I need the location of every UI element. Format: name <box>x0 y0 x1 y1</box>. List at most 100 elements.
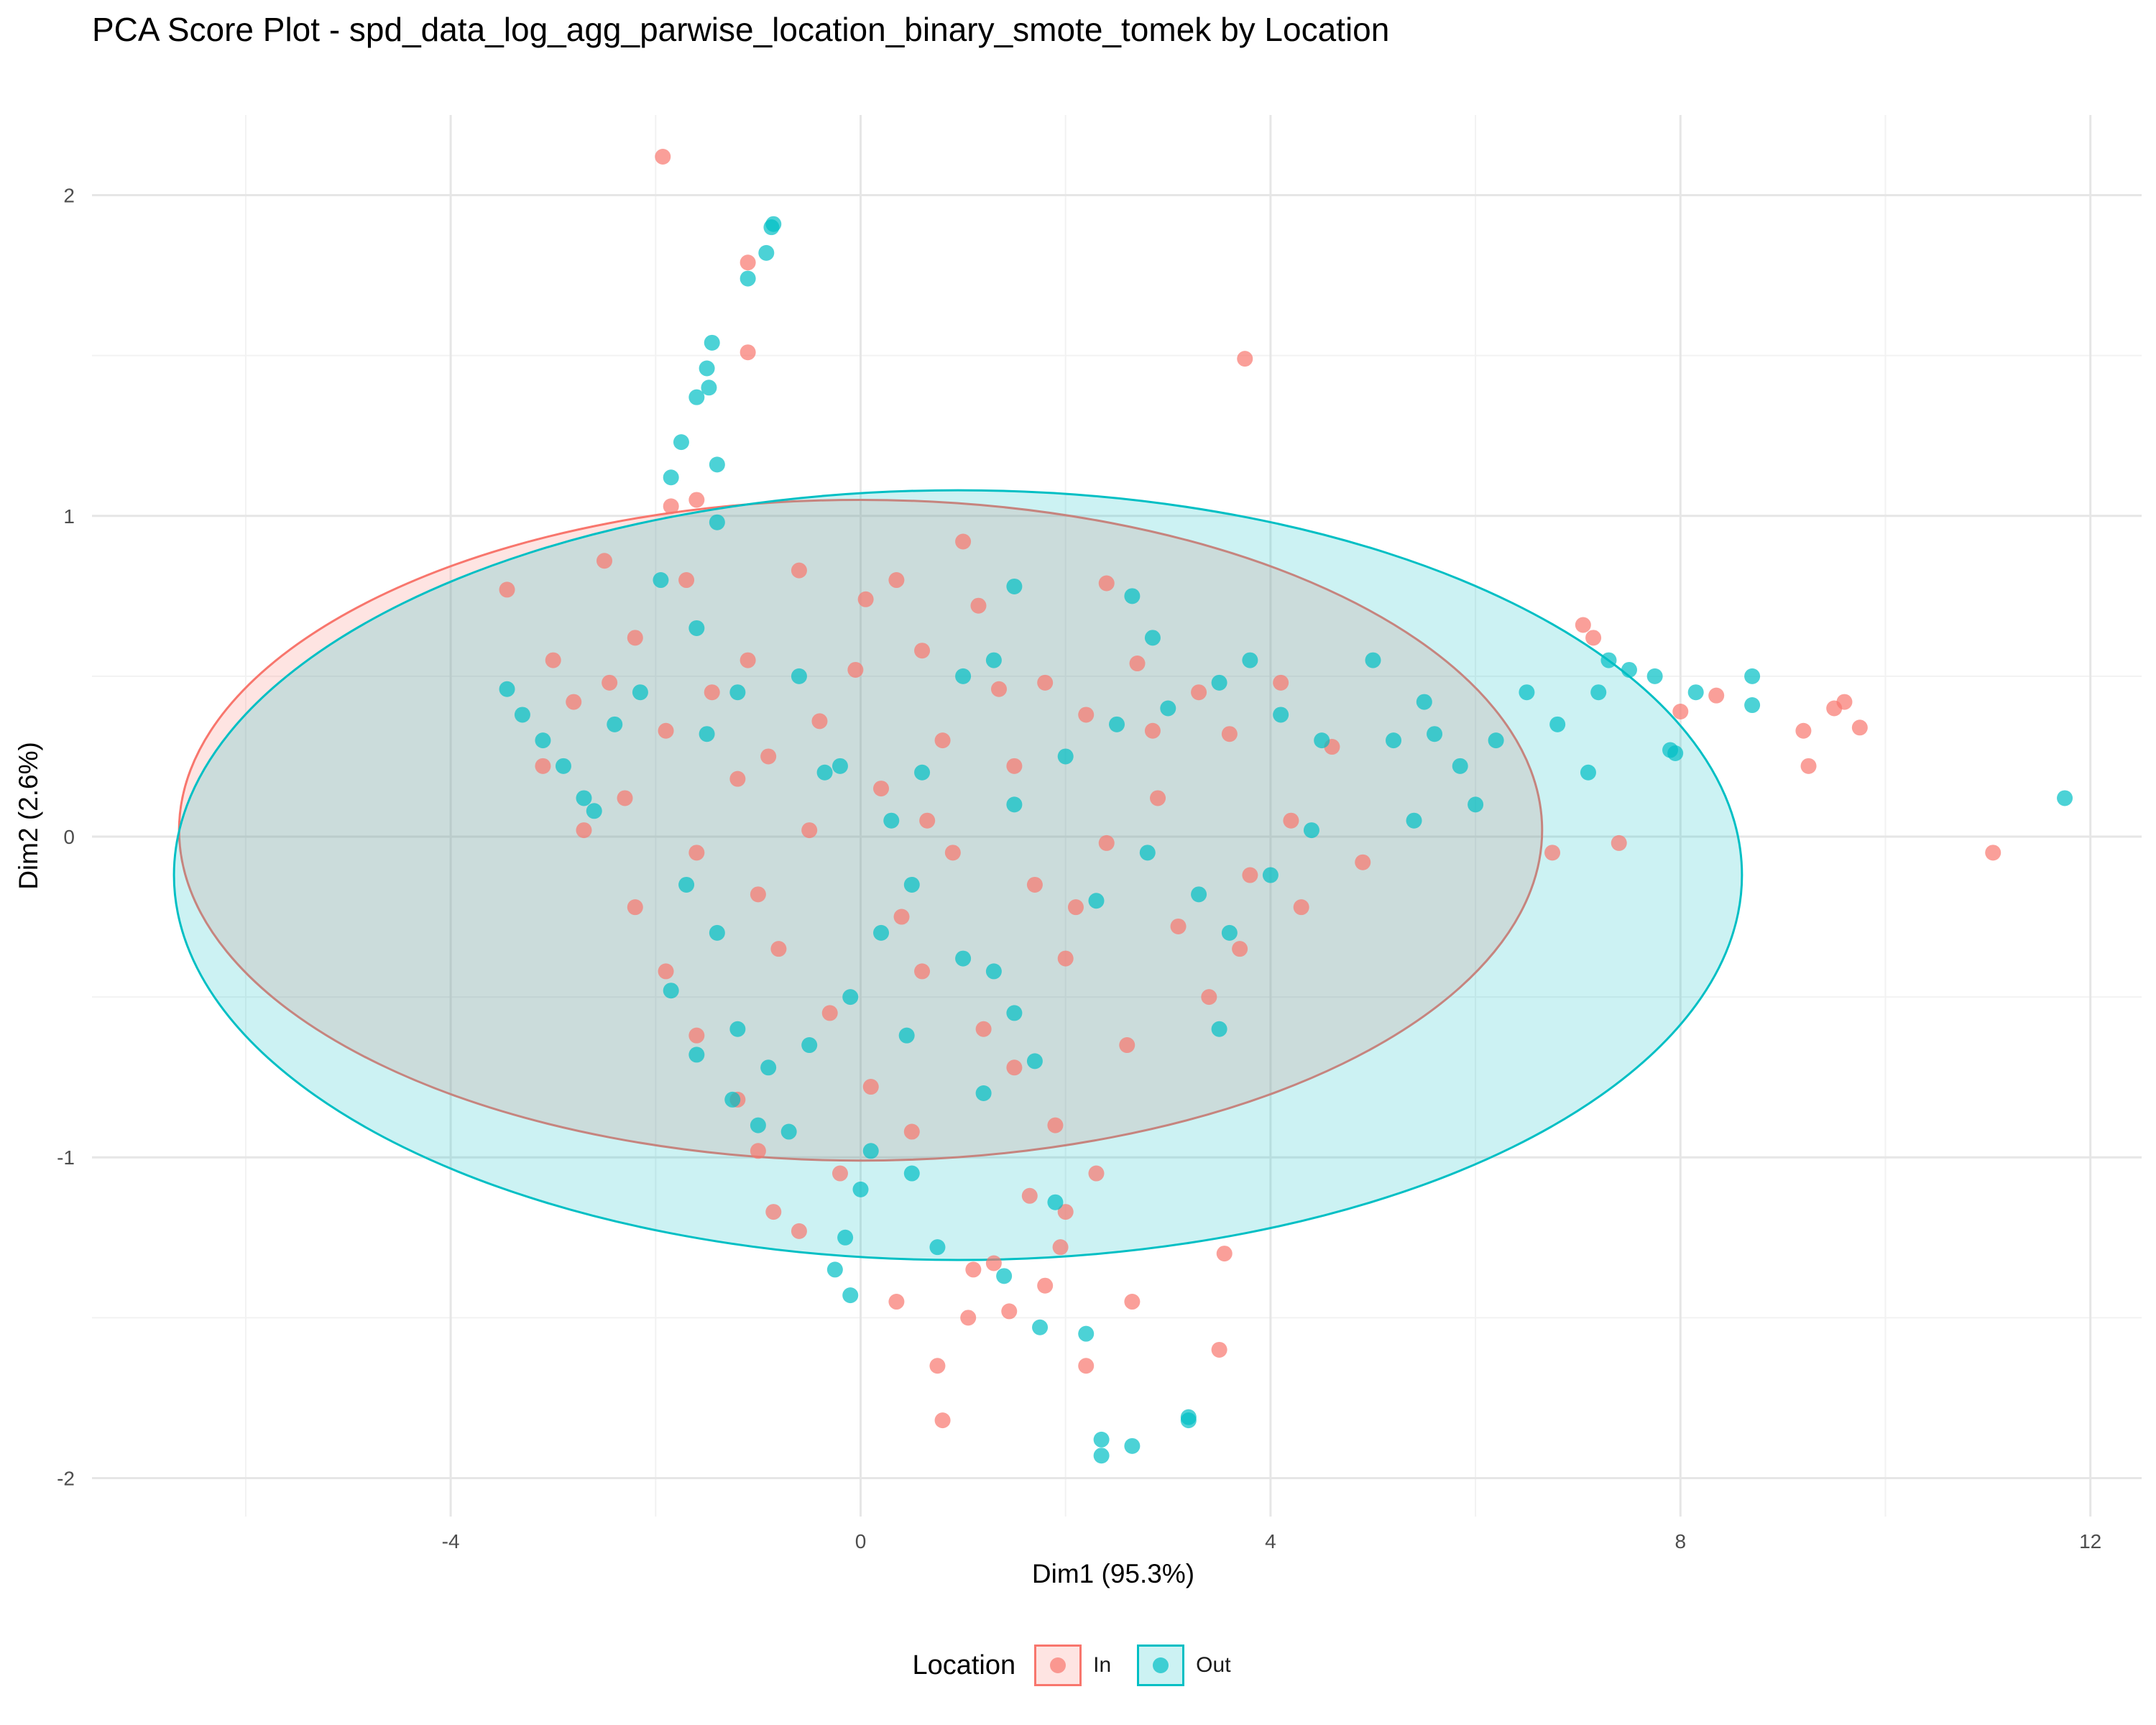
point-in <box>888 572 905 589</box>
point-in <box>1221 726 1238 742</box>
point-out <box>1093 1448 1110 1464</box>
point-out <box>914 764 931 781</box>
point-out <box>1314 732 1330 749</box>
point-out <box>1211 1021 1227 1037</box>
point-in <box>1129 656 1146 672</box>
point-in <box>740 344 756 361</box>
point-out <box>1667 745 1684 761</box>
point-out <box>673 434 689 451</box>
point-in <box>1611 834 1627 851</box>
legend: Location In Out <box>0 1644 2156 1686</box>
point-out <box>704 334 720 351</box>
point-out <box>499 681 515 697</box>
point-out <box>1211 674 1227 691</box>
point-out <box>1124 588 1141 604</box>
point-out <box>763 219 780 236</box>
point-out <box>1006 578 1023 594</box>
point-out <box>1646 668 1663 684</box>
point-in <box>934 732 951 749</box>
point-in <box>1088 1165 1105 1182</box>
point-in <box>770 941 787 957</box>
point-in <box>847 661 864 678</box>
x-tick-label: 4 <box>1265 1530 1276 1552</box>
point-out <box>1687 684 1704 701</box>
y-tick-label: 1 <box>63 505 75 528</box>
point-in <box>1800 758 1817 774</box>
legend-item-in: In <box>1034 1644 1111 1686</box>
point-out <box>929 1239 946 1256</box>
point-out <box>1032 1319 1049 1335</box>
point-in <box>888 1294 905 1310</box>
point-out <box>758 244 775 261</box>
point-in <box>985 1255 1002 1271</box>
point-out <box>975 1085 992 1101</box>
point-in <box>658 722 674 739</box>
point-in <box>1098 834 1115 851</box>
y-tick-label: 2 <box>63 185 75 207</box>
point-out <box>1365 652 1381 668</box>
point-in <box>1201 989 1217 1006</box>
point-out <box>873 924 890 941</box>
point-in <box>678 572 695 589</box>
point-in <box>740 652 756 668</box>
point-out <box>1386 732 1402 749</box>
point-in <box>627 630 643 646</box>
point-out <box>842 989 859 1006</box>
point-in <box>627 899 643 916</box>
point-in <box>1021 1187 1038 1204</box>
y-axis-title: Dim2 (2.6%) <box>14 742 43 890</box>
point-out <box>898 1027 915 1044</box>
point-in <box>791 562 807 579</box>
point-in <box>1851 719 1868 736</box>
point-out <box>842 1287 859 1304</box>
point-out <box>801 1037 818 1054</box>
point-out <box>1303 822 1319 839</box>
point-out <box>1416 694 1432 710</box>
y-tick-label: -1 <box>57 1146 75 1169</box>
legend-key-out <box>1137 1644 1185 1686</box>
point-in <box>658 963 674 980</box>
point-in <box>1216 1246 1233 1262</box>
point-out <box>699 726 715 742</box>
point-out <box>632 684 648 701</box>
point-out <box>862 1143 879 1159</box>
point-out <box>663 469 679 486</box>
point-in <box>893 908 910 925</box>
point-in <box>1544 845 1561 861</box>
point-out <box>709 924 725 941</box>
point-out <box>729 684 746 701</box>
point-in <box>1795 722 1812 739</box>
point-in <box>903 1123 920 1140</box>
point-out <box>1744 697 1761 714</box>
point-in <box>1047 1117 1064 1133</box>
point-in <box>750 1143 766 1159</box>
x-axis-title: Dim1 (95.3%) <box>1032 1559 1194 1588</box>
point-in <box>960 1310 977 1326</box>
point-out <box>1273 707 1289 723</box>
point-in <box>1037 1277 1054 1294</box>
point-in <box>929 1358 946 1374</box>
point-out <box>740 270 756 287</box>
point-in <box>576 822 592 839</box>
y-tick-label: 0 <box>63 826 75 848</box>
point-out <box>1057 748 1074 765</box>
point-out <box>1221 924 1238 941</box>
point-in <box>1144 722 1161 739</box>
point-out <box>653 572 669 589</box>
point-out <box>955 950 972 967</box>
point-out <box>852 1181 869 1197</box>
point-out <box>903 1165 920 1182</box>
point-out <box>1124 1438 1141 1454</box>
point-out <box>688 389 705 405</box>
point-in <box>566 694 582 710</box>
point-out <box>903 876 920 893</box>
point-in <box>965 1261 982 1278</box>
point-in <box>1119 1037 1135 1054</box>
point-in <box>857 591 874 607</box>
chart-title: PCA Score Plot - spd_data_log_agg_parwis… <box>92 11 1390 48</box>
point-out <box>1144 630 1161 646</box>
point-in <box>663 498 679 515</box>
point-out <box>1026 1053 1043 1070</box>
